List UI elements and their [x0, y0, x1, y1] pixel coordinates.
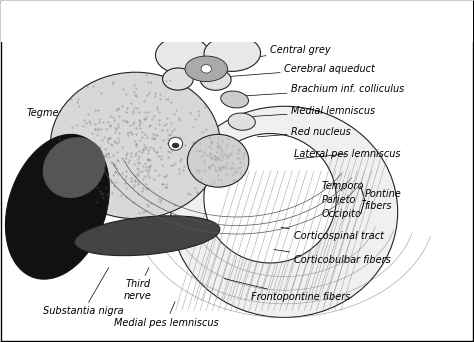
Ellipse shape	[204, 36, 261, 71]
Text: Medial pes lemniscus: Medial pes lemniscus	[114, 302, 219, 328]
Ellipse shape	[171, 106, 398, 317]
Text: Corticospinal tract: Corticospinal tract	[281, 227, 384, 241]
Text: Substantia nigra: Substantia nigra	[43, 267, 124, 316]
Ellipse shape	[168, 137, 182, 150]
Text: Red nucleus: Red nucleus	[257, 127, 351, 137]
Ellipse shape	[201, 65, 211, 73]
Ellipse shape	[228, 113, 255, 130]
Ellipse shape	[43, 137, 105, 198]
Text: III Nucleus: III Nucleus	[90, 137, 167, 147]
Text: Occipito: Occipito	[322, 209, 362, 219]
Text: Frontopontine fibers: Frontopontine fibers	[224, 279, 351, 302]
Ellipse shape	[204, 133, 336, 263]
Ellipse shape	[163, 68, 193, 90]
Text: MLF: MLF	[121, 154, 165, 164]
Ellipse shape	[5, 134, 109, 279]
Text: Medial lemniscus: Medial lemniscus	[253, 106, 375, 116]
Text: Parieto: Parieto	[322, 195, 356, 205]
Ellipse shape	[185, 56, 228, 82]
Text: Temporo: Temporo	[322, 181, 365, 191]
Text: Tegmentum: Tegmentum	[27, 108, 85, 122]
Text: Brachium inf. colliculus: Brachium inf. colliculus	[243, 84, 405, 96]
Ellipse shape	[221, 91, 248, 108]
Ellipse shape	[187, 134, 249, 187]
Ellipse shape	[155, 37, 210, 74]
Text: Third
nerve: Third nerve	[124, 268, 152, 301]
Text: Pontine
fibers: Pontine fibers	[365, 189, 401, 211]
Text: Central grey: Central grey	[217, 45, 331, 64]
FancyBboxPatch shape	[0, 1, 474, 42]
Text: Lateral pes lemniscus: Lateral pes lemniscus	[294, 149, 400, 159]
Ellipse shape	[74, 216, 220, 256]
Circle shape	[172, 143, 179, 148]
Ellipse shape	[201, 69, 231, 90]
Ellipse shape	[50, 72, 220, 219]
Text: Superior colliculus: Superior colliculus	[205, 25, 334, 50]
Text: Crus
cerebri: Crus cerebri	[15, 227, 49, 267]
Text: Cerebral aqueduct: Cerebral aqueduct	[219, 64, 375, 77]
Text: 4: 4	[8, 9, 20, 27]
Text: Corticobulbar fibers: Corticobulbar fibers	[274, 250, 391, 265]
